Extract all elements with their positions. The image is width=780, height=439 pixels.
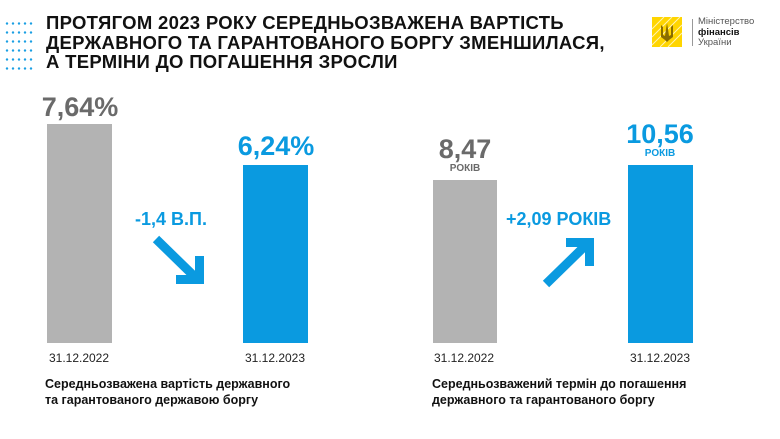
right-date-2023: 31.12.2023	[629, 351, 691, 365]
arrow-up-right-icon	[542, 238, 594, 288]
right-bar1-value: 8,47 РОКІВ	[425, 135, 505, 174]
logo-line1: Міністерство	[698, 16, 755, 27]
trident-icon	[651, 16, 683, 48]
logo-line3: України	[698, 37, 732, 48]
value-number: 8,47	[438, 134, 492, 164]
right-bar-2022	[433, 180, 497, 343]
page-title: ПРОТЯГОМ 2023 РОКУ СЕРЕДНЬОЗВАЖЕНА ВАРТІ…	[46, 13, 606, 72]
value-number: 10,56	[626, 119, 694, 149]
right-delta-label: +2,09 РОКІВ	[506, 209, 612, 229]
right-bar2-value: 10,56 РОКІВ	[620, 120, 700, 159]
value-unit: РОКІВ	[644, 148, 676, 159]
logo-divider	[692, 19, 693, 46]
left-delta-label: -1,4 В.П.	[135, 209, 207, 229]
value-unit: РОКІВ	[449, 163, 481, 174]
left-bar-2022	[47, 124, 112, 343]
logo-line2: фінансів	[698, 26, 740, 38]
caption-line: та гарантованого державою боргу	[45, 392, 259, 407]
left-bar1-value: 7,64%	[41, 92, 119, 122]
decorative-dot-grid	[4, 19, 34, 71]
logo-text: Міністерство фінансів України	[698, 16, 755, 49]
right-date-2022: 31.12.2022	[433, 351, 495, 365]
caption-line: Середньозважений термін до погашення	[432, 377, 687, 391]
title-line: ПРОТЯГОМ 2023 РОКУ СЕРЕДНЬОЗВАЖЕНА ВАРТІ…	[46, 12, 564, 33]
left-date-2022: 31.12.2022	[48, 351, 110, 365]
right-caption: Середньозважений термін до погашення дер…	[432, 377, 686, 408]
title-line: ДЕРЖАВНОГО ТА ГАРАНТОВАНОГО БОРГУ ЗМЕНШИ…	[46, 31, 605, 53]
left-bar-2023	[243, 165, 308, 343]
caption-line: державного та гарантованого боргу	[432, 392, 655, 407]
left-bar2-value: 6,24%	[237, 131, 315, 161]
title-line: А ТЕРМІНИ ДО ПОГАШЕННЯ ЗРОСЛИ	[46, 51, 398, 72]
arrow-down-right-icon	[152, 235, 204, 284]
right-bar-2023	[628, 165, 693, 343]
left-caption: Середньозважена вартість державного та г…	[45, 377, 290, 408]
left-date-2023: 31.12.2023	[244, 351, 306, 365]
caption-line: Середньозважена вартість державного	[45, 377, 291, 391]
